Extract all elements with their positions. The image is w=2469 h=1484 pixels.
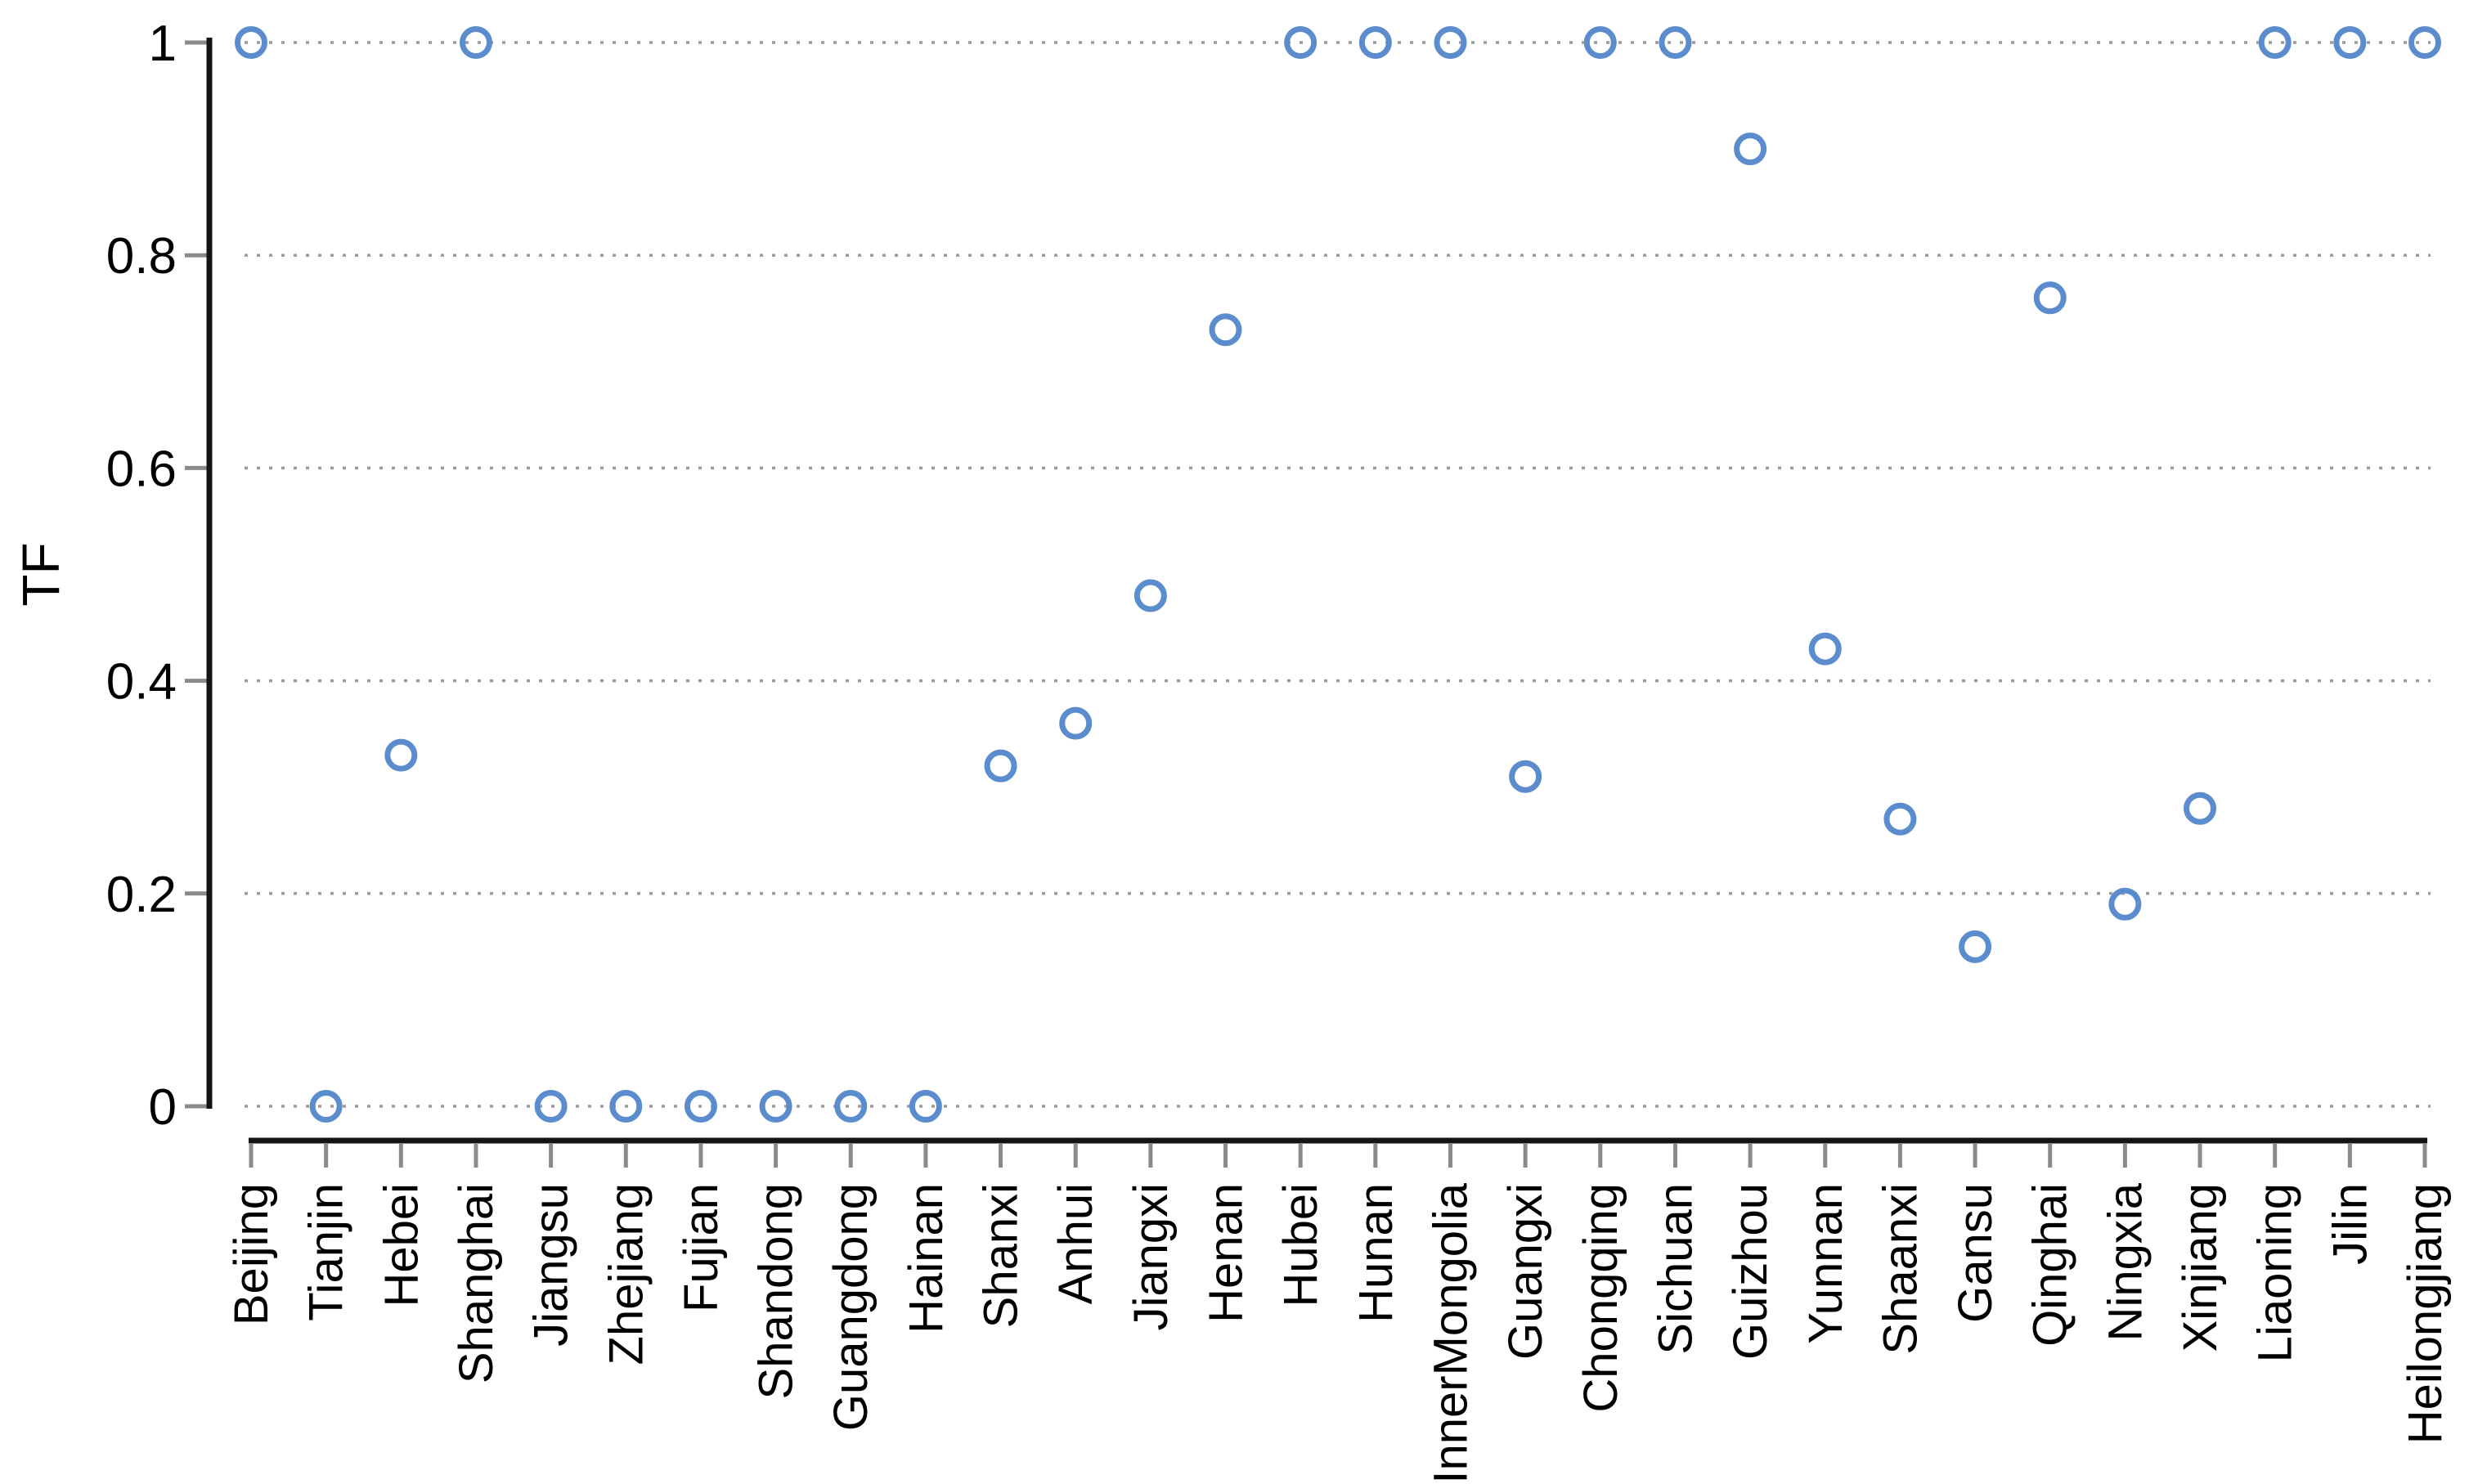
y-tick-label: 0.6 <box>106 441 177 497</box>
data-point-guizhou <box>1734 132 1767 166</box>
data-point-heilongjiang <box>2408 26 2441 59</box>
data-point-liaoning <box>2258 26 2292 59</box>
x-tick-label-hubei: Hubei <box>1274 1183 1327 1307</box>
x-tick-label-innermongolia: InnerMongolia <box>1424 1182 1477 1483</box>
data-point-hunan <box>1358 26 1392 59</box>
x-tick-label-shandong: Shandong <box>750 1183 803 1399</box>
data-point-anhui <box>1059 706 1093 740</box>
data-point-innermongolia <box>1434 26 1467 59</box>
data-point-ningxia <box>2108 887 2142 921</box>
x-tick-label-qinghai: Qinghai <box>2024 1183 2077 1347</box>
data-point-jiangsu <box>534 1090 568 1123</box>
x-tick-label-hunan: Hunan <box>1349 1183 1403 1323</box>
x-tick-label-hainan: Hainan <box>900 1183 953 1334</box>
y-axis: 0 0.2 0.4 0.6 0.8 1 <box>106 16 213 1136</box>
x-tick-label-xinjiang: Xinjiang <box>2174 1183 2227 1352</box>
x-tick-label-beijing: Beijing <box>225 1183 278 1325</box>
data-point-zhejiang <box>609 1090 643 1123</box>
data-point-hubei <box>1284 26 1318 59</box>
y-tick-label: 0.8 <box>106 228 177 285</box>
x-tick-label-jiangsu: Jiangsu <box>525 1183 578 1347</box>
x-tick-label-shaanxi: Shaanxi <box>1874 1183 1927 1355</box>
x-tick-label-henan: Henan <box>1200 1183 1253 1323</box>
x-tick-label-ningxia: Ningxia <box>2099 1182 2152 1341</box>
data-point-yunnan <box>1808 632 1842 666</box>
data-point-guangxi <box>1509 760 1542 793</box>
x-tick-label-gansu: Gansu <box>1949 1183 2002 1323</box>
data-point-shandong <box>759 1090 792 1123</box>
x-tick-label-fujian: Fujian <box>675 1183 728 1312</box>
data-point-fujian <box>684 1090 717 1123</box>
data-point-gansu <box>1959 930 1992 963</box>
x-tick-label-guangxi: Guangxi <box>1499 1183 1552 1360</box>
data-point-chongqing <box>1583 26 1617 59</box>
data-point-sichuan <box>1659 26 1692 59</box>
data-point-shanghai <box>459 26 492 59</box>
x-axis: Beijing Tianjin Hebei Shanghai Jiangsu Zhejia… <box>225 1137 2452 1484</box>
data-point-shaanxi <box>1883 802 1917 836</box>
data-point-xinjiang <box>2184 791 2217 825</box>
y-tick-label: 0.2 <box>106 867 177 923</box>
x-tick-label-sichuan: Sichuan <box>1649 1183 1702 1355</box>
x-tick-label-hebei: Hebei <box>375 1183 428 1307</box>
x-tick-label-anhui: Anhui <box>1049 1183 1102 1304</box>
data-point-jilin <box>2333 26 2367 59</box>
y-tick-label: 0 <box>149 1079 177 1136</box>
data-point-henan <box>1209 313 1242 347</box>
x-tick-label-shanxi: Shanxi <box>975 1183 1028 1328</box>
data-point-hebei <box>384 738 418 772</box>
gridlines <box>245 41 2431 1108</box>
x-tick-label-chongqing: Chongqing <box>1574 1183 1627 1413</box>
y-axis-title: TF <box>11 542 70 606</box>
x-tick-label-shanghai: Shanghai <box>450 1183 503 1383</box>
x-tick-label-liaoning: Liaoning <box>2249 1183 2302 1362</box>
x-tick-label-tianjin: Tianjin <box>300 1183 353 1321</box>
x-tick-label-zhejiang: Zhejiang <box>599 1183 653 1365</box>
x-tick-label-guangdong: Guangdong <box>824 1183 878 1431</box>
data-point-shanxi <box>984 749 1017 782</box>
y-tick-label: 0.4 <box>106 654 177 711</box>
data-point-hainan <box>909 1090 942 1123</box>
data-point-guangdong <box>834 1090 868 1123</box>
data-point-tianjin <box>309 1090 343 1123</box>
x-tick-label-heilongjiang: Heilongjiang <box>2399 1183 2452 1444</box>
y-tick-label: 1 <box>149 16 177 72</box>
x-tick-label-guizhou: Guizhou <box>1724 1183 1777 1360</box>
x-tick-label-yunnan: Yunnan <box>1799 1183 1852 1344</box>
data-point-beijing <box>235 26 267 59</box>
data-point-jiangxi <box>1133 579 1167 612</box>
x-tick-label-jilin: Jilin <box>2323 1183 2377 1265</box>
data-point-qinghai <box>2033 281 2067 315</box>
x-tick-label-jiangxi: Jiangxi <box>1125 1183 1178 1331</box>
data-points <box>235 26 2441 1123</box>
